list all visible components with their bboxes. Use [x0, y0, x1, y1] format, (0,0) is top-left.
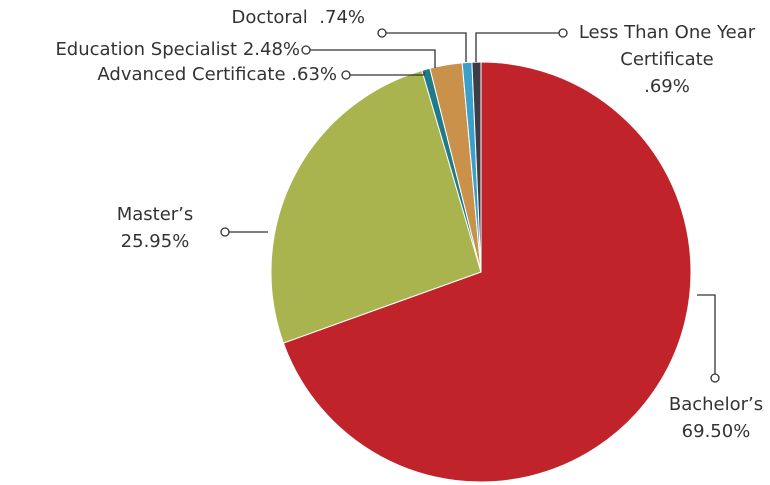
slice-label: Less Than One Year Certificate .69%	[577, 19, 757, 100]
pie-slice	[282, 61, 692, 483]
value-label: 69.50%	[681, 421, 751, 442]
category-name: Bachelor’s	[668, 394, 764, 415]
value-label: .69%	[644, 76, 690, 97]
category-name: Advanced Certificate	[97, 64, 286, 85]
category-name: Less Than One Year Certificate	[578, 22, 756, 70]
slice-label: Doctoral .74%	[160, 4, 365, 31]
value-label: 25.95%	[120, 231, 190, 252]
leader-lines	[220, 28, 720, 383]
category-name: Doctoral	[231, 7, 308, 28]
slice-label: Master’s 25.95%	[75, 201, 235, 255]
category-name: Master’s	[116, 204, 194, 225]
pie-slice	[471, 61, 482, 273]
category-name: Education Specialist	[55, 39, 238, 60]
value-label: .74%	[319, 7, 365, 28]
value-label: 2.48%	[242, 39, 300, 60]
slice-label: Bachelor’s 69.50%	[636, 391, 770, 445]
pie-slice	[270, 69, 482, 344]
slice-label: Education Specialist 2.48%	[0, 36, 300, 63]
slice-label: Advanced Certificate .63%	[0, 61, 337, 88]
value-label: .63%	[291, 64, 337, 85]
